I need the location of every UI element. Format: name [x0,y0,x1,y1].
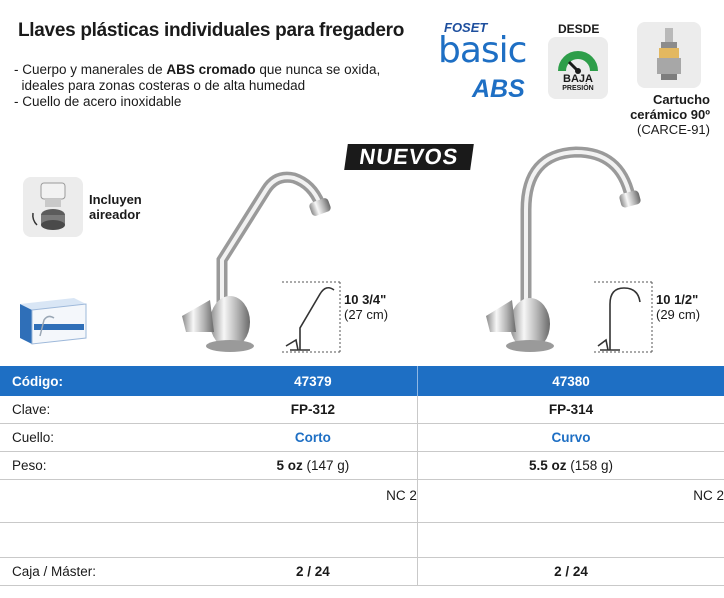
nc-value-1: NC 2 [208,479,418,523]
table-row: Clave: FP-312 FP-314 [0,396,724,424]
nc-value-2: NC 2 [417,479,724,523]
clave-value-1: FP-312 [208,396,418,424]
peso-value-1: 5 oz (147 g) [208,451,418,480]
feature-item: - Cuerpo y manerales de ABS cromado que … [14,62,381,77]
packaging-box-image [18,296,88,346]
cartridge-image [637,22,701,88]
product-box-icon [20,298,87,345]
table-row: Cuello: Corto Curvo [0,423,724,452]
new-badge: NUEVOS [344,144,474,170]
table-header-row: Código: 47379 47380 [0,366,724,396]
aerator-icon [32,182,66,230]
table-row: Peso: 5 oz (147 g) 5.5 oz (158 g) [0,451,724,480]
clave-label: Clave: [0,396,209,424]
title-part-bold: plásticas [80,20,159,41]
caja-value-1: 2 / 24 [208,557,418,586]
cuello-value-2: Curvo [417,423,724,452]
cuello-label: Cuello: [0,423,209,452]
empty-cell [417,522,724,558]
foset-logo-text: FOSET [444,20,488,35]
empty-label [0,522,209,558]
title-part-1: Llaves [18,20,81,41]
faucet-2-height: 10 1/2" (29 cm) [656,292,701,322]
feature-item: - Cuello de acero inoxidable [14,94,182,109]
cartridge-caption: Cartucho cerámico 90º (CARCE-91) [630,92,710,137]
desde-label: DESDE [558,22,600,36]
faucet-short-neck-image [182,171,331,352]
page-title: Llaves plásticas individuales para frega… [18,20,404,42]
faucet-1-height: 10 3/4" (27 cm) [344,292,389,322]
feature-item: ideales para zonas costeras o de alta hu… [14,78,306,93]
basic-logo-text: basic [438,30,527,71]
table-row [0,522,724,558]
low-pressure-badge: BAJA PRESIÓN [548,37,608,99]
aerator-image [23,177,83,237]
aerator-caption: Incluyen aireador [89,192,142,222]
faucet-curved-outline-icon [594,281,653,353]
spec-table: Código: 47379 47380 Clave: FP-312 FP-314… [0,366,724,586]
empty-cell [208,522,418,558]
codigo-47379: 47379 [208,366,418,396]
pressure-level-sub: PRESIÓN [562,85,594,92]
pressure-gauge-icon [558,51,598,74]
codigo-label: Código: [0,366,209,396]
pressure-level: BAJA [563,73,593,85]
empty-label [0,479,209,523]
abs-logo-text: ABS [472,75,525,103]
table-row: NC 2 NC 2 [0,479,724,523]
codigo-47380: 47380 [417,366,724,396]
cartridge-icon [657,28,681,80]
clave-value-2: FP-314 [417,396,724,424]
faucet-curved-neck-image [486,146,641,352]
peso-label: Peso: [0,451,209,480]
table-row: Caja / Máster: 2 / 24 2 / 24 [0,557,724,586]
faucet-short-outline-icon [282,281,341,353]
caja-value-2: 2 / 24 [417,557,724,586]
cuello-value-1: Corto [208,423,418,452]
brand-logo: FOSET basic ABS [438,20,530,103]
feature-list: - Cuerpo y manerales de ABS cromado que … [14,62,380,110]
title-part-2: individuales para fregadero [158,20,404,41]
peso-value-2: 5.5 oz (158 g) [417,451,724,480]
caja-label: Caja / Máster: [0,557,209,586]
